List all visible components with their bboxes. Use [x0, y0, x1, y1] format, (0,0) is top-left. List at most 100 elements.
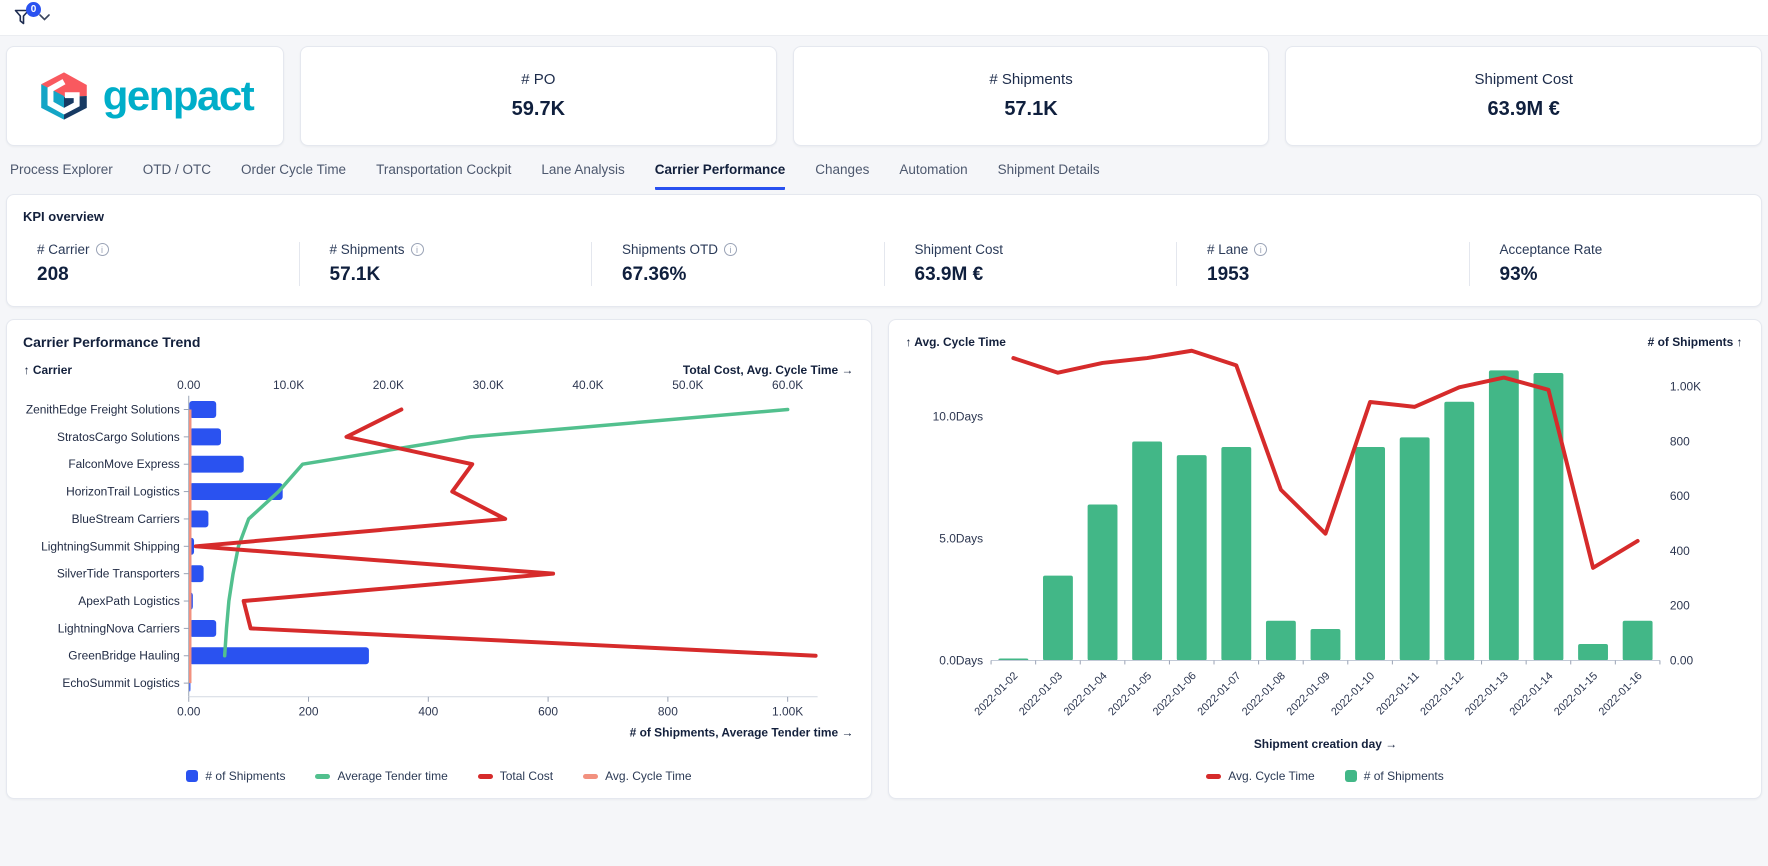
info-icon[interactable]	[724, 243, 738, 256]
shipments-bar[interactable]	[1176, 455, 1207, 661]
kpi-item-shipment-cost: Shipment Cost 63.9M €	[883, 242, 1177, 286]
shipments-bar[interactable]	[1265, 620, 1296, 661]
carrier-label: GreenBridge Hauling	[68, 649, 179, 663]
total-cost-line[interactable]	[193, 407, 818, 658]
kpi-label: Shipment Cost	[914, 242, 1004, 257]
shipments-bar[interactable]	[1087, 504, 1118, 661]
right-x-axis-title: Shipment creation day →	[1254, 737, 1397, 751]
carrier-label: LightningNova Carriers	[58, 621, 180, 635]
legend-item-of-shipments[interactable]: # of Shipments	[186, 769, 285, 783]
left-bottom-axis-title: # of Shipments, Average Tender time →	[630, 726, 854, 740]
shipments-bar[interactable]	[189, 455, 244, 473]
shipments-bar[interactable]	[189, 428, 221, 446]
summary-card-value: 63.9M €	[1487, 98, 1560, 120]
legend-marker	[315, 773, 331, 779]
left-y-axis-title: ↑ Carrier	[24, 363, 73, 377]
carrier-label: EchoSummit Logistics	[62, 676, 179, 690]
right-chart-legend: Avg. Cycle Time # of Shipments	[903, 769, 1747, 783]
shipments-bar[interactable]	[1221, 446, 1252, 661]
legend-item-of-shipments[interactable]: # of Shipments	[1344, 769, 1444, 783]
legend-item-avg-cycle-time[interactable]: Avg. Cycle Time	[1206, 769, 1315, 783]
carrier-label: HorizonTrail Logistics	[66, 485, 180, 499]
shipments-bar[interactable]	[189, 401, 217, 418]
avg-cycle-time-line[interactable]	[1011, 348, 1640, 570]
genpact-logo-icon	[40, 72, 87, 120]
tab-shipment-details[interactable]: Shipment Details	[997, 162, 1100, 177]
tab-order-cycle-time[interactable]: Order Cycle Time	[241, 162, 347, 177]
tab-changes[interactable]: Changes	[815, 162, 870, 177]
shipments-bar[interactable]	[1310, 628, 1341, 661]
shipments-bar[interactable]	[1622, 620, 1653, 661]
bottom-axis-tick-label: 400	[418, 705, 438, 719]
legend-item-total-cost[interactable]: Total Cost	[477, 769, 554, 783]
left-days-tick-label: 5.0Days	[939, 532, 983, 546]
tab-carrier-performance[interactable]: Carrier Performance	[654, 162, 786, 190]
legend-label: Avg. Cycle Time	[605, 769, 692, 783]
bottom-axis-tick-label: 600	[538, 705, 558, 719]
top-axis-tick-label: 50.0K	[672, 378, 703, 392]
date-label: 2022-01-05	[1106, 670, 1154, 718]
shipments-bar[interactable]	[189, 483, 283, 501]
brand-wordmark: genpact	[102, 72, 255, 119]
carrier-label: LightningSummit Shipping	[41, 539, 180, 553]
kpi-item-lane: # Lane 1953	[1176, 242, 1469, 286]
right-shipments-tick-label: 800	[1670, 434, 1690, 448]
legend-marker	[186, 770, 199, 782]
top-axis-tick-label: 40.0K	[572, 378, 603, 392]
shipments-bar[interactable]	[189, 565, 204, 583]
legend-label: Avg. Cycle Time	[1228, 769, 1315, 783]
kpi-item-carrier: # Carrier 208	[7, 242, 299, 286]
shipments-bar[interactable]	[1533, 373, 1564, 661]
kpi-item-shipments: # Shipments 57.1K	[298, 242, 592, 286]
shipments-bar[interactable]	[189, 619, 217, 637]
date-label: 2022-01-10	[1329, 670, 1377, 718]
left-top-axis-title: Total Cost, Avg. Cycle Time →	[683, 363, 853, 377]
shipments-bar[interactable]	[1132, 441, 1163, 661]
shipments-bar[interactable]	[1043, 575, 1073, 661]
bottom-axis-tick-label: 200	[299, 705, 319, 719]
right-left-axis-title: ↑ Avg. Cycle Time	[905, 335, 1006, 349]
bottom-axis-tick-label: 0.00	[177, 705, 201, 719]
average-tender-time-line[interactable]	[222, 407, 790, 658]
date-label: 2022-01-14	[1507, 670, 1555, 718]
tab-lane-analysis[interactable]: Lane Analysis	[541, 162, 625, 177]
shipments-bar[interactable]	[1488, 370, 1519, 661]
filter-button[interactable]: 0	[14, 1, 50, 28]
right-shipments-tick-label: 1.00K	[1670, 380, 1701, 394]
brand-card: genpact	[6, 46, 284, 146]
left-chart-legend: # of Shipments Average Tender time Total C…	[21, 769, 857, 783]
legend-label: Total Cost	[499, 769, 554, 783]
legend-marker	[583, 773, 599, 779]
shipments-bar[interactable]	[1355, 446, 1386, 661]
kpi-label: # Carrier	[37, 242, 299, 257]
kpi-label: Acceptance Rate	[1499, 242, 1603, 257]
left-days-tick-label: 0.0Days	[939, 653, 983, 667]
date-label: 2022-01-13	[1463, 670, 1511, 718]
info-icon[interactable]	[410, 243, 424, 256]
tab-process-explorer[interactable]: Process Explorer	[10, 162, 113, 177]
shipments-bar[interactable]	[189, 510, 209, 528]
topbar: 0	[0, 0, 1768, 36]
carrier-performance-chart-card: Carrier Performance Trend ↑ Carrier Total…	[6, 319, 872, 799]
kpi-value: 208	[37, 264, 69, 285]
top-axis-tick-label: 10.0K	[273, 378, 304, 392]
kpi-label: # Shipments	[330, 242, 592, 257]
summary-card-po: # PO 59.7K	[300, 46, 777, 146]
legend-label: Average Tender time	[337, 769, 448, 783]
legend-marker	[1344, 770, 1357, 782]
bottom-axis-tick-label: 800	[658, 705, 678, 719]
shipments-bar[interactable]	[1444, 401, 1475, 661]
legend-item-average-tender-time[interactable]: Average Tender time	[315, 769, 448, 783]
info-icon[interactable]	[1254, 243, 1268, 256]
tab-otd-otc[interactable]: OTD / OTC	[142, 162, 212, 177]
tab-transportation-cockpit[interactable]: Transportation Cockpit	[376, 162, 512, 177]
shipments-bar[interactable]	[189, 647, 369, 665]
shipments-bar[interactable]	[1399, 437, 1430, 661]
carrier-label: FalconMove Express	[68, 457, 179, 471]
bottom-axis-tick-label: 1.00K	[772, 705, 803, 719]
date-label: 2022-01-02	[972, 670, 1020, 718]
shipments-bar[interactable]	[1578, 644, 1608, 661]
tab-automation[interactable]: Automation	[899, 162, 968, 177]
legend-item-avg-cycle-time[interactable]: Avg. Cycle Time	[583, 769, 692, 783]
info-icon[interactable]	[95, 243, 109, 256]
